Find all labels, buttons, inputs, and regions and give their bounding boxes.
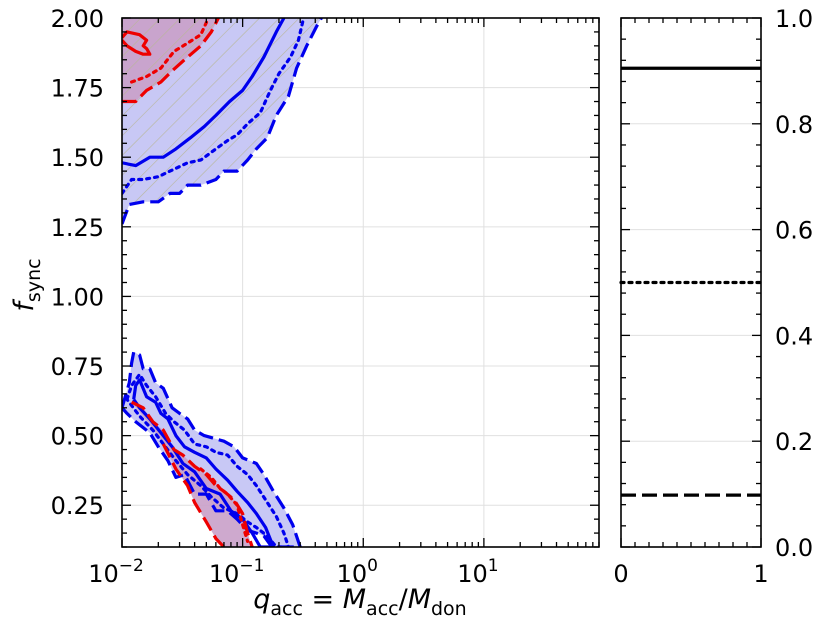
y-tick-labels: 0.25 0.50 0.75 1.00 1.25 1.50 1.75 2.00 xyxy=(51,5,104,520)
x-tick-label: 100 xyxy=(337,556,378,588)
y-tick-label: 1.00 xyxy=(51,283,104,311)
side-plot-frame xyxy=(620,17,762,548)
contour-red-lower-dashed xyxy=(130,400,254,547)
contour-blue-lower-dashed xyxy=(122,350,302,547)
y-tick-label: 2.00 xyxy=(51,5,104,33)
side-y-tick-label: 0.0 xyxy=(775,534,813,562)
y-axis-label: fsync xyxy=(9,258,45,311)
y-tick-label: 1.25 xyxy=(51,214,104,242)
y-tick-label: 0.75 xyxy=(51,353,104,381)
contour-blue-upper-dashed xyxy=(122,18,323,225)
x-tick-label: 101 xyxy=(457,556,498,588)
main-contour-panel: 0.250.500.751.001.251.501.752.00 10−2 10−… xyxy=(9,5,600,620)
x-tick-labels: 10−2 10−1 100 101 xyxy=(88,556,498,588)
side-y-tick-label: 0.2 xyxy=(775,428,813,456)
side-y-tick-label: 0.4 xyxy=(775,322,813,350)
contour-blue-upper-solid xyxy=(122,18,286,168)
side-y-tick-label: 0.8 xyxy=(775,111,813,139)
contour-red-upper-dashed xyxy=(122,18,220,104)
contour-blue-lower-dotted xyxy=(125,372,291,547)
y-tick-label: 0.25 xyxy=(51,492,104,520)
contour-blue-upper-dotted xyxy=(122,18,306,195)
x-tick-label: 10−1 xyxy=(209,556,265,588)
contour-red-upper-dotted xyxy=(130,18,210,84)
y-tick-label: 1.50 xyxy=(51,144,104,172)
side-y-tick-labels: 0.0 0.2 0.4 0.6 0.8 1.0 xyxy=(775,5,813,562)
x-tick-label: 10−2 xyxy=(88,556,144,588)
side-level-lines xyxy=(619,66,763,497)
contour-red-upper-solid xyxy=(122,30,152,56)
y-tick-label: 1.75 xyxy=(51,75,104,103)
contour-blue-lower-solid xyxy=(132,378,275,547)
side-y-tick-label: 0.6 xyxy=(775,217,813,245)
main-plot-frame xyxy=(121,17,600,548)
y-tick-label: 0.50 xyxy=(51,423,104,451)
main-filled-regions xyxy=(122,18,322,547)
side-y-tick-label: 1.0 xyxy=(775,5,813,33)
main-contour-lines xyxy=(122,18,323,547)
contour-red-lower-dotted xyxy=(199,467,250,543)
x-axis-label: qacc = Macc/Mdon xyxy=(253,584,466,620)
side-x-tick-label: 1 xyxy=(753,560,768,588)
side-x-tick-label: 0 xyxy=(613,560,628,588)
contour-red-lower-dashed-inner xyxy=(161,443,226,547)
